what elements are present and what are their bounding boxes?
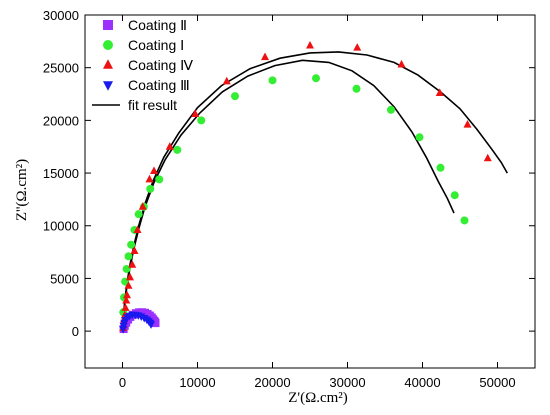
y-tick-label: 10000 [43,219,79,234]
legend-label: Coating Ⅳ [128,57,193,73]
legend: Coating Ⅱ Coating Ⅰ Coating Ⅳ Coating Ⅲ fit … [92,17,193,113]
data-point-coating-ⅰ [387,105,395,114]
y-axis-title: Z''(Ω.cm²) [14,159,30,221]
fit-lines-group [121,51,508,332]
data-point-coating-ⅳ [191,109,200,118]
data-point-coating-ⅳ [222,76,231,85]
data-point-coating-ⅰ [268,76,277,85]
data-point-coating-ⅰ [122,264,131,273]
data-point-coating-ⅰ [155,175,164,184]
data-point-coating-ⅱ [151,319,160,328]
y-tick-label: 5000 [50,271,79,286]
data-point-coating-ⅳ [133,225,142,233]
data-point-coating-ⅰ [415,133,424,142]
data-point-coating-ⅳ [435,88,444,96]
x-tick-label: 30000 [329,375,365,390]
data-point-coating-ⅰ [197,116,206,125]
legend-label: Coating Ⅰ [128,37,184,53]
data-point-coating-ⅳ [124,281,133,289]
data-point-coating-ⅳ [145,174,154,183]
data-point-coating-ⅳ [397,59,406,68]
data-point-coating-ⅳ [483,153,492,162]
data-point-coating-ⅲ [119,326,128,334]
data-point-coating-ⅰ [450,191,459,200]
data-point-coating-ⅳ [261,52,269,61]
data-point-coating-ⅳ [130,246,139,255]
data-point-coating-ⅰ [460,216,469,225]
data-point-coating-ⅳ [138,202,147,210]
y-tick-label: 30000 [43,8,79,23]
legend-marker [103,40,113,50]
data-point-coating-ⅳ [128,260,137,268]
legend-label: Coating Ⅱ [128,17,187,33]
data-point-coating-ⅰ [231,92,239,101]
x-tick-label: 20000 [254,375,290,390]
legend-label: fit result [128,97,177,113]
x-axis-title: Z'(Ω.cm²) [288,390,348,406]
y-tick-label: 20000 [43,113,79,128]
data-point-coating-ⅳ [121,303,130,311]
data-point-coating-ⅲ [147,321,155,329]
x-tick-label: 10000 [179,375,215,390]
fit-result-line [121,51,508,332]
plot-frame [84,14,536,369]
data-point-coating-ⅰ [134,210,143,219]
ticks-group: 0 10000 20000 30000 40000 50000 0 5000 10000 1500… [43,8,535,390]
data-point-coating-ⅳ [165,142,174,150]
data-point-coating-ⅳ [122,295,131,304]
legend-label: Coating Ⅲ [128,77,190,93]
data-point-coating-ⅰ [146,184,155,193]
data-points-group [119,40,492,334]
data-point-coating-ⅰ [173,145,182,154]
data-point-coating-ⅰ [436,163,445,172]
data-point-coating-ⅰ [124,252,133,261]
y-tick-label: 15000 [43,166,79,181]
data-point-coating-ⅰ [312,74,320,83]
data-point-coating-ⅰ [352,84,361,93]
legend-marker [103,81,113,91]
axes-group [84,14,536,369]
data-point-coating-ⅳ [150,166,158,174]
data-point-coating-ⅳ [353,43,362,51]
x-tick-label: 0 [119,375,126,390]
data-point-coating-ⅳ [126,272,134,281]
y-tick-label: 25000 [43,61,79,76]
data-point-coating-ⅳ [306,40,314,49]
legend-marker [103,20,113,30]
data-point-coating-ⅳ [463,119,472,128]
x-tick-label: 40000 [404,375,440,390]
x-tick-label: 50000 [479,375,515,390]
data-point-coating-ⅰ [127,240,136,249]
data-point-coating-ⅳ [123,290,131,299]
legend-marker [103,59,113,69]
y-tick-label: 0 [72,324,79,339]
